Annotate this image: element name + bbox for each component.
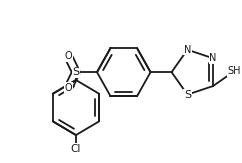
Text: S: S — [72, 67, 80, 77]
Text: S: S — [184, 90, 191, 100]
Text: N: N — [209, 53, 217, 63]
Text: O: O — [65, 52, 72, 61]
Text: SH: SH — [227, 66, 241, 76]
Text: O: O — [65, 83, 72, 93]
Text: Cl: Cl — [71, 144, 81, 154]
Text: N: N — [184, 45, 191, 55]
